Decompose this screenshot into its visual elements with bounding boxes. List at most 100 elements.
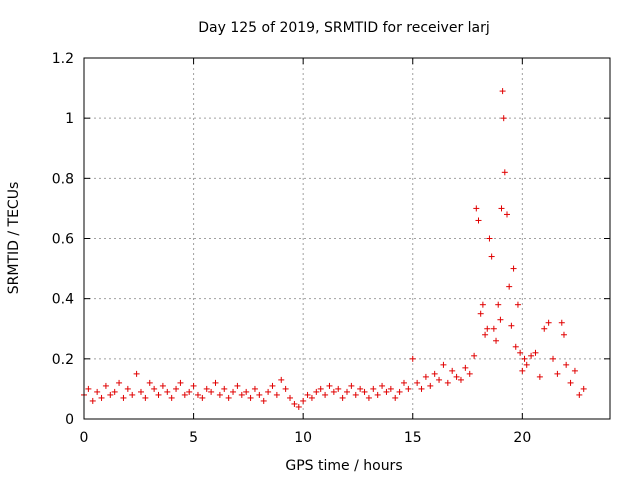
data-point (521, 355, 528, 362)
data-point (155, 391, 162, 398)
data-point (247, 394, 254, 401)
data-point (326, 382, 333, 389)
data-point (422, 373, 429, 380)
data-point (173, 385, 180, 392)
data-point (567, 379, 574, 386)
data-point (234, 382, 241, 389)
data-point (230, 388, 237, 395)
data-point (313, 388, 320, 395)
data-point (580, 385, 587, 392)
data-point (497, 316, 504, 323)
data-point (405, 385, 412, 392)
data-point (151, 385, 158, 392)
data-point (392, 394, 399, 401)
data-point (339, 394, 346, 401)
data-point (238, 391, 245, 398)
data-point (199, 394, 206, 401)
data-point (462, 364, 469, 371)
x-tick-label: 15 (404, 430, 422, 446)
data-point (265, 388, 272, 395)
data-point (514, 301, 521, 308)
data-point (444, 379, 451, 386)
data-point (482, 331, 489, 338)
data-point (85, 385, 92, 392)
data-point (212, 379, 219, 386)
data-point (177, 379, 184, 386)
data-point (317, 385, 324, 392)
data-point (471, 352, 478, 359)
y-tick-label: 1.2 (52, 51, 74, 67)
data-point (287, 394, 294, 401)
data-point (116, 379, 123, 386)
y-tick-label: 0.8 (52, 171, 74, 187)
plot-frame (83, 57, 611, 420)
data-point (493, 337, 500, 344)
data-point (282, 385, 289, 392)
data-point (449, 367, 456, 374)
data-point (409, 355, 416, 362)
data-point (133, 370, 140, 377)
data-point (479, 301, 486, 308)
data-point (550, 355, 557, 362)
y-tick-label: 0 (65, 412, 74, 428)
data-point (512, 343, 519, 350)
data-point (503, 211, 510, 218)
axis-ticks: 0 0.2 0.4 0.6 0.8 1 1.2 0 5 10 15 20 (52, 51, 610, 446)
data-point (427, 382, 434, 389)
y-tick-label: 0.2 (52, 352, 74, 368)
data-point (137, 388, 144, 395)
data-point (473, 205, 480, 212)
data-point (383, 388, 390, 395)
data-point (273, 391, 280, 398)
data-point (216, 391, 223, 398)
data-point (484, 325, 491, 332)
data-point (348, 382, 355, 389)
data-point (335, 385, 342, 392)
y-tick-label: 0.6 (52, 232, 74, 248)
data-point (304, 391, 311, 398)
data-point (225, 394, 232, 401)
data-point (111, 388, 118, 395)
data-point (517, 349, 524, 356)
data-point (278, 376, 285, 383)
data-point (396, 388, 403, 395)
data-point (300, 397, 307, 404)
data-point (379, 382, 386, 389)
data-point (490, 325, 497, 332)
data-point (142, 394, 149, 401)
data-point (571, 367, 578, 374)
data-point (576, 391, 583, 398)
data-point (414, 379, 421, 386)
grid-lines (84, 58, 610, 419)
data-point (344, 388, 350, 395)
data-point (495, 301, 502, 308)
data-point (475, 217, 482, 224)
data-point (508, 322, 515, 329)
data-point (519, 367, 526, 374)
data-points (81, 88, 587, 410)
data-point (107, 391, 114, 398)
data-point (453, 373, 460, 380)
data-point (295, 403, 302, 410)
chart-title: Day 125 of 2019, SRMTID for receiver lar… (198, 20, 490, 36)
data-point (440, 361, 447, 368)
data-point (102, 382, 109, 389)
data-point (168, 394, 175, 401)
x-tick-label: 20 (513, 430, 531, 446)
data-point (365, 394, 372, 401)
data-point (374, 391, 381, 398)
data-point (203, 385, 210, 392)
data-point (322, 391, 329, 398)
x-tick-label: 0 (80, 430, 89, 446)
data-point (208, 388, 215, 395)
data-point (269, 382, 276, 389)
data-point (528, 352, 535, 359)
data-point (545, 319, 552, 326)
data-point (400, 379, 407, 386)
data-point (554, 370, 561, 377)
data-point (181, 391, 188, 398)
y-axis-label: SRMTID / TECUs (6, 182, 22, 295)
data-point (477, 310, 484, 317)
data-point (486, 235, 493, 242)
